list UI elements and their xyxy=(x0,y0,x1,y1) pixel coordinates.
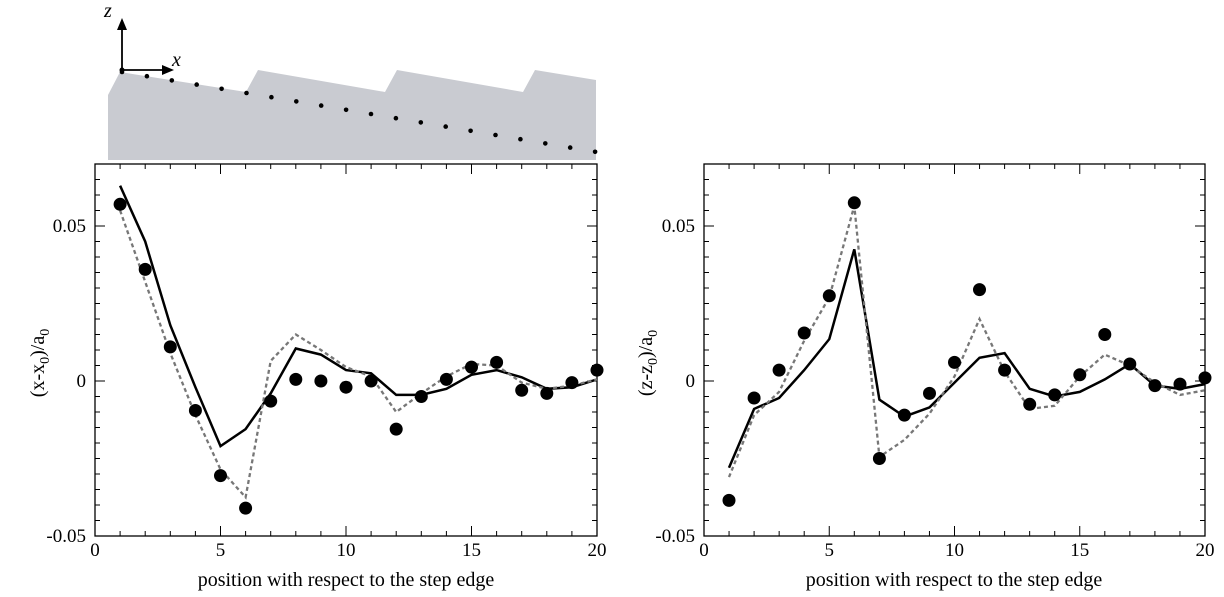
z-displacement-xtick-label: 5 xyxy=(825,540,835,561)
surface-atom xyxy=(294,99,299,104)
inset-x-arrowhead xyxy=(162,65,174,75)
z-displacement-data-point xyxy=(1173,377,1187,391)
x-displacement-ylabel: (x-x0)/a0 xyxy=(27,329,53,397)
surface-atom xyxy=(194,82,199,87)
x-displacement-data-point xyxy=(239,501,253,515)
surface-atoms xyxy=(119,69,598,155)
z-displacement-dashed-series-line xyxy=(727,205,1206,478)
z-displacement-data-point xyxy=(747,391,761,405)
inset-x-label: x xyxy=(171,49,181,71)
x-displacement-ytick-label: 0 xyxy=(77,371,87,392)
z-displacement-solid-series-line xyxy=(727,248,1206,469)
z-displacement-data-point xyxy=(797,326,811,340)
z-displacement-data-point xyxy=(948,355,961,369)
z-displacement-xtick-label: 0 xyxy=(699,540,709,561)
z-displacement-data-point xyxy=(1048,388,1062,402)
z-displacement-data-point xyxy=(1123,357,1137,371)
x-displacement-ytick-label: 0.05 xyxy=(53,216,86,237)
z-displacement-ytick-label: 0 xyxy=(686,371,696,392)
surface-atom xyxy=(592,149,598,155)
surface-atom xyxy=(368,111,374,117)
x-displacement-dashed-series-line xyxy=(119,210,598,500)
x-displacement-data-point xyxy=(414,390,428,403)
z-displacement-data-point xyxy=(1198,371,1212,385)
z-displacement-data-point xyxy=(772,363,786,377)
x-displacement-data-point xyxy=(590,363,604,377)
x-displacement-data-point xyxy=(163,340,177,354)
surface-atom xyxy=(244,90,249,96)
z-displacement-data-point xyxy=(1098,328,1112,341)
x-displacement-data-point xyxy=(339,380,353,394)
surface-atom xyxy=(493,132,498,138)
step-surface-inset: z x xyxy=(103,0,598,160)
x-displacement-data-point xyxy=(364,374,378,388)
z-displacement-xtick-label: 20 xyxy=(1196,540,1215,561)
z-displacement-data-point xyxy=(1073,368,1087,382)
surface-atom xyxy=(468,128,473,134)
x-displacement-data-point xyxy=(565,376,579,390)
surface-atom xyxy=(518,136,523,142)
surface-atom xyxy=(144,73,150,79)
z-displacement-data-point xyxy=(722,493,736,507)
surface-atom xyxy=(343,107,349,113)
x-displacement-xtick-label: 5 xyxy=(216,540,226,561)
inset-origin xyxy=(119,67,125,73)
surface-atom xyxy=(169,78,175,83)
z-displacement-data-point xyxy=(847,196,861,210)
z-displacement-xtick-label: 15 xyxy=(1070,540,1089,561)
z-displacement-data-point xyxy=(998,363,1012,377)
x-displacement-data-point xyxy=(264,394,278,408)
x-displacement-xtick-label: 10 xyxy=(337,540,356,561)
surface-atom xyxy=(318,103,324,108)
x-displacement-data-point xyxy=(439,372,453,386)
x-displacement-xtick-label: 0 xyxy=(90,540,100,561)
step-surface xyxy=(108,70,596,160)
z-displacement-xlabel: position with respect to the step edge xyxy=(806,569,1103,591)
x-displacement-data-point xyxy=(314,374,328,388)
x-displacement-data-point xyxy=(465,360,478,374)
x-displacement-data-point xyxy=(214,469,227,483)
z-displacement-ytick-label: -0.05 xyxy=(655,526,695,547)
z-displacement-data-point xyxy=(973,283,986,297)
x-displacement-data-point xyxy=(389,422,403,436)
x-displacement-data-point xyxy=(289,372,303,386)
z-displacement-data-point xyxy=(822,289,836,303)
surface-atom xyxy=(418,120,424,125)
x-displacement-data-point xyxy=(515,383,529,397)
x-displacement-data-point xyxy=(540,386,554,400)
surface-atom xyxy=(443,124,449,129)
x-displacement-data-point xyxy=(138,262,152,276)
z-displacement-data-point xyxy=(872,452,886,465)
z-displacement-ytick-label: 0.05 xyxy=(662,216,695,237)
z-displacement-xtick-label: 10 xyxy=(945,540,964,561)
x-displacement-data-point xyxy=(490,355,504,369)
inset-z-arrowhead xyxy=(117,18,127,30)
z-displacement-data-point xyxy=(1023,397,1037,411)
x-displacement-xlabel: position with respect to the step edge xyxy=(198,569,495,591)
surface-atom xyxy=(269,94,274,100)
z-displacement-frame xyxy=(703,163,1206,537)
x-displacement-xtick-label: 20 xyxy=(588,540,607,561)
z-displacement-ylabel: (z-z0)/a0 xyxy=(635,330,661,396)
surface-atom xyxy=(219,86,224,92)
x-displacement-ytick-label: -0.05 xyxy=(46,526,86,547)
z-displacement-data-point xyxy=(923,386,936,400)
x-displacement-data-point xyxy=(188,404,202,417)
surface-atom xyxy=(393,115,399,121)
x-displacement-xtick-label: 15 xyxy=(462,540,481,561)
surface-atom xyxy=(567,145,573,150)
inset-z-label: z xyxy=(103,0,112,22)
x-displacement-data-point xyxy=(113,197,127,211)
z-displacement-data-point xyxy=(897,408,911,422)
z-displacement-data-point xyxy=(1148,379,1162,393)
surface-atom xyxy=(543,141,548,146)
inset-coordinate-axes: z x xyxy=(103,0,181,75)
